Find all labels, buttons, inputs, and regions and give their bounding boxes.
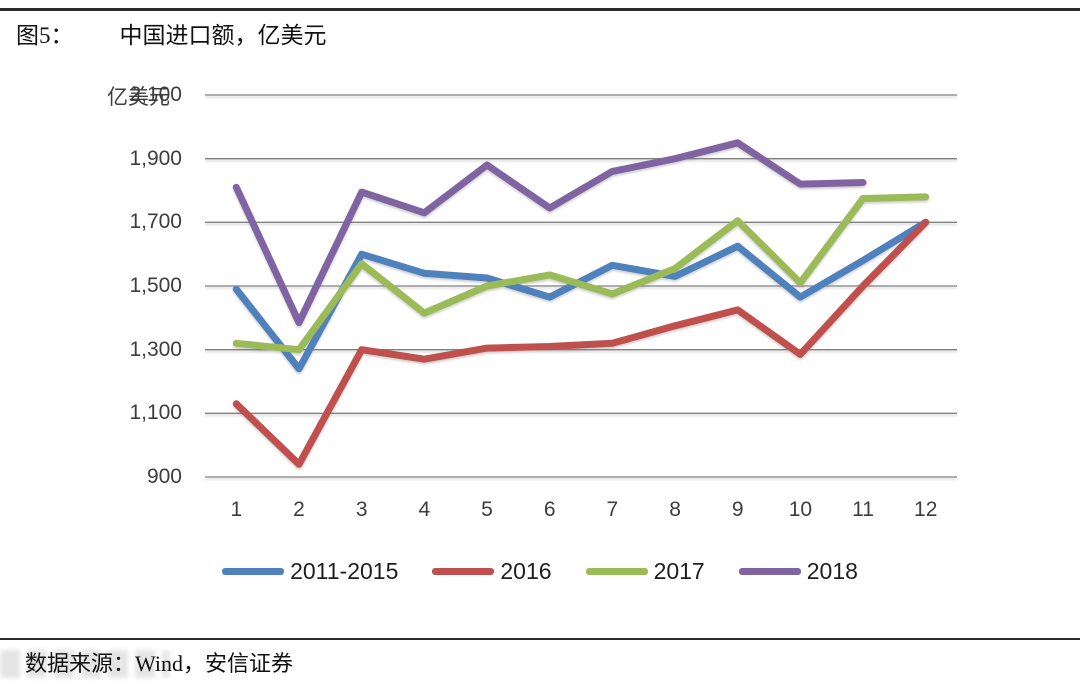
x-tick-label: 6 bbox=[543, 498, 556, 521]
x-tick-label: 12 bbox=[914, 498, 938, 521]
data-source-text: Wind，安信证券 bbox=[135, 651, 294, 676]
legend-swatch bbox=[585, 568, 648, 575]
line-chart-canvas bbox=[205, 94, 957, 478]
legend-item-2018: 2018 bbox=[738, 558, 858, 585]
footer-divider bbox=[0, 638, 1080, 640]
legend-item-2016: 2016 bbox=[432, 558, 552, 585]
x-tick-label: 2 bbox=[293, 498, 305, 521]
series-line-2017 bbox=[232, 193, 930, 354]
y-tick-label: 900 bbox=[146, 465, 182, 488]
chart-legend: 2011-2015 2016 2017 2018 bbox=[0, 558, 1080, 585]
figure-title: 中国进口额，亿美元 bbox=[119, 23, 327, 48]
figure-label: 图5： bbox=[16, 23, 74, 48]
x-axis-tick-labels: 1 2 3 4 5 6 7 8 9 10 11 12 bbox=[205, 498, 957, 522]
x-tick-label: 4 bbox=[418, 498, 431, 521]
legend-item-2011-2015: 2011-2015 bbox=[222, 558, 398, 585]
y-tick-label: 1,500 bbox=[129, 274, 182, 297]
legend-swatch bbox=[222, 568, 285, 575]
x-tick-label: 9 bbox=[731, 498, 744, 521]
legend-swatch bbox=[738, 568, 801, 575]
y-tick-label: 1,100 bbox=[129, 401, 182, 424]
series-line-2018 bbox=[232, 139, 867, 327]
data-source-line: 数据来源：Wind，安信证券 bbox=[25, 646, 293, 678]
line-chart bbox=[205, 94, 957, 478]
x-tick-label: 11 bbox=[852, 498, 874, 521]
watermark bbox=[0, 650, 170, 678]
x-tick-label: 1 bbox=[230, 498, 243, 521]
y-tick-label: 1,700 bbox=[129, 210, 182, 233]
y-tick-label: 2,100 bbox=[129, 83, 182, 106]
legend-item-2017: 2017 bbox=[585, 558, 705, 585]
legend-label: 2016 bbox=[500, 558, 552, 584]
x-tick-label: 3 bbox=[355, 498, 368, 521]
x-tick-label: 7 bbox=[606, 498, 619, 521]
legend-label: 2017 bbox=[653, 558, 705, 584]
legend-label: 2018 bbox=[806, 558, 858, 584]
y-tick-label: 1,900 bbox=[129, 147, 182, 170]
x-tick-label: 10 bbox=[788, 498, 813, 521]
series-line-2016 bbox=[232, 218, 930, 468]
x-tick-label: 5 bbox=[481, 498, 493, 521]
legend-swatch bbox=[432, 568, 495, 575]
x-tick-label: 8 bbox=[669, 498, 681, 521]
y-axis-unit-label: 亿美元 bbox=[107, 86, 170, 109]
figure-title-row: 图5： 中国进口额，亿美元 bbox=[16, 16, 327, 50]
y-tick-label: 1,300 bbox=[129, 338, 182, 361]
top-divider bbox=[0, 8, 1080, 11]
data-source-label: 数据来源： bbox=[25, 651, 136, 676]
y-axis-tick-labels: 900 1,100 1,300 1,500 1,700 1,900 2,100 bbox=[0, 83, 182, 488]
legend-label: 2011-2015 bbox=[290, 558, 399, 584]
